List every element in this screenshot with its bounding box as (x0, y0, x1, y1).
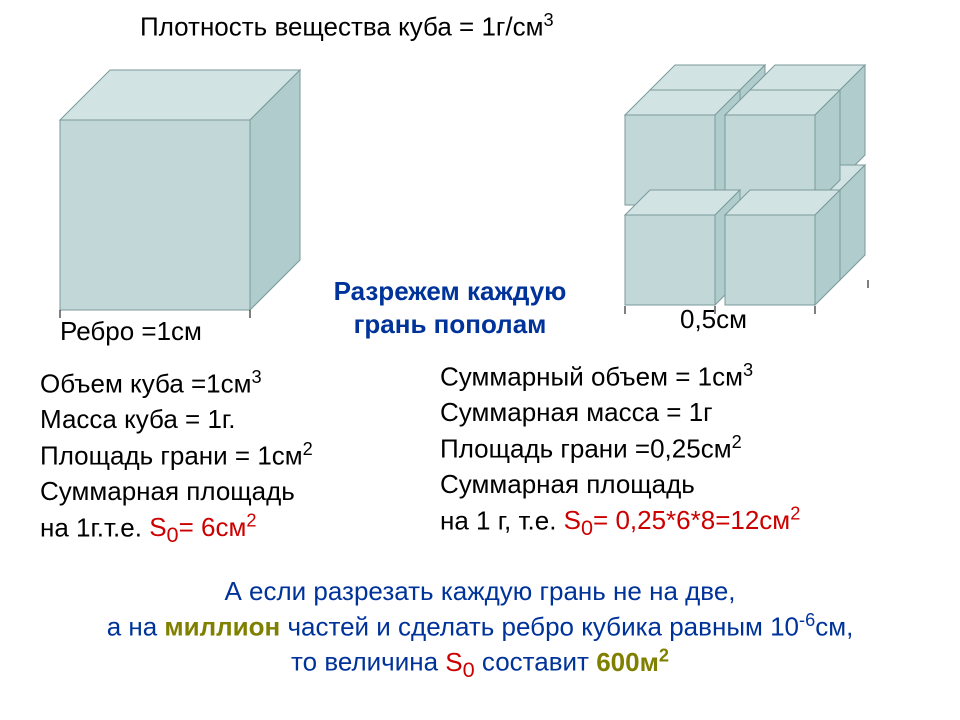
right-calculations: Суммарный объем = 1см3 Суммарная масса =… (440, 358, 800, 543)
middle-line2: грань пополам (354, 309, 547, 339)
right-l3: Площадь грани =0,25см2 (440, 430, 800, 467)
half-label: 0,5см (680, 304, 747, 335)
title: Плотность вещества куба = 1г/см3 (140, 10, 554, 43)
right-l1: Суммарный объем = 1см3 (440, 358, 800, 395)
bottom-l1: А если разрезать каждую грань не на две, (40, 575, 920, 609)
title-exp: 3 (543, 10, 553, 30)
bottom-l3: то величина S0 составит 600м2 (40, 644, 920, 684)
middle-line1: Разрежем каждую (334, 276, 567, 306)
right-l4: Суммарная площадь (440, 467, 800, 502)
left-calculations: Объем куба =1см3 Масса куба = 1г. Площад… (40, 365, 313, 550)
right-l2: Суммарная масса = 1г (440, 395, 800, 430)
bottom-l2: а на миллион частей и сделать ребро куби… (40, 609, 920, 644)
left-l3: Площадь грани = 1см2 (40, 437, 313, 474)
middle-caption: Разрежем каждую грань пополам (300, 275, 600, 340)
left-l5: на 1г.т.е. S0= 6см2 (40, 509, 313, 550)
edge-label: Ребро =1см (60, 316, 202, 347)
title-text: Плотность вещества куба = 1г/см (140, 12, 543, 42)
left-l1: Объем куба =1см3 (40, 365, 313, 402)
left-l2: Масса куба = 1г. (40, 402, 313, 437)
single-cube-diagram (50, 60, 300, 310)
right-l5: на 1 г, т.е. S0= 0,25*6*8=12см2 (440, 502, 800, 543)
left-l4: Суммарная площадь (40, 474, 313, 509)
subdivided-cube-diagram (610, 60, 870, 310)
bottom-text: А если разрезать каждую грань не на две,… (40, 575, 920, 684)
